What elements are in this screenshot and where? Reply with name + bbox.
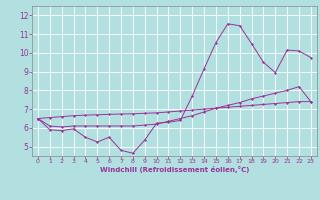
X-axis label: Windchill (Refroidissement éolien,°C): Windchill (Refroidissement éolien,°C) xyxy=(100,166,249,173)
